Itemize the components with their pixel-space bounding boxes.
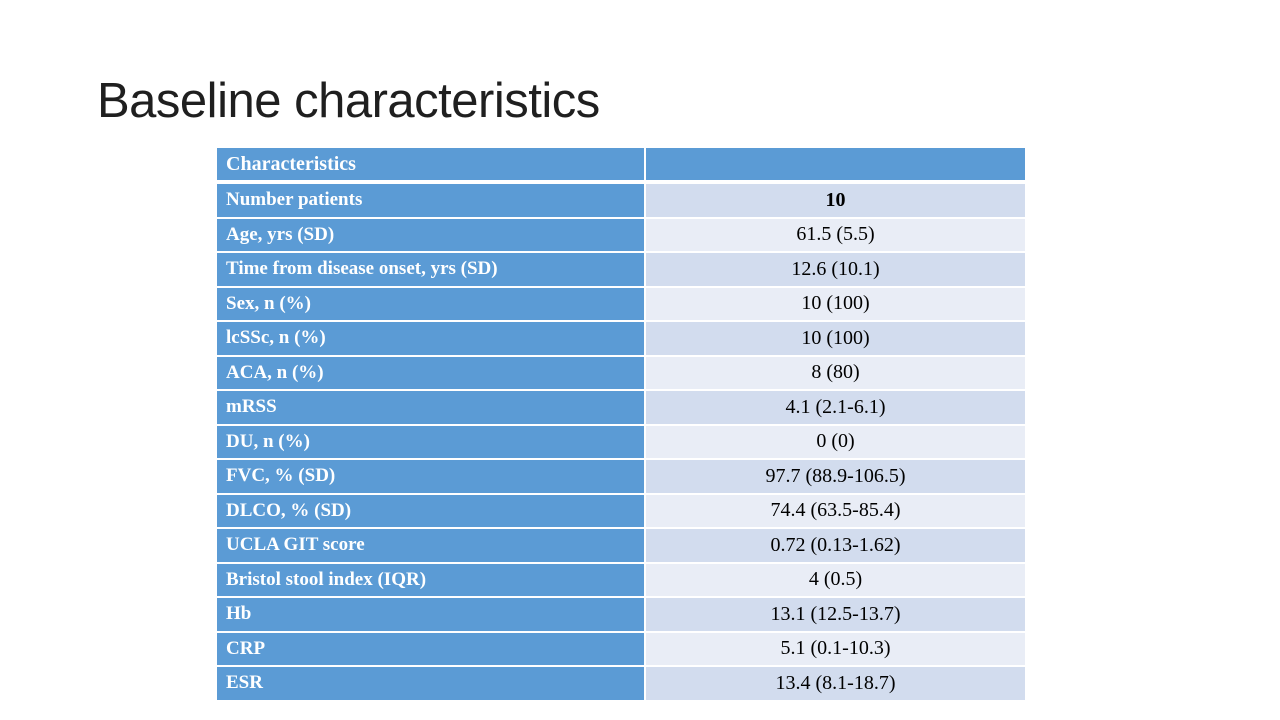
table-row: ACA, n (%) 8 (80) <box>217 355 1025 391</box>
row-value-cell: 4 (0.5) <box>644 562 1025 598</box>
row-label-cell: lcSSc, n (%) <box>217 321 645 357</box>
row-label-cell: mRSS <box>217 390 645 426</box>
table-row: FVC, % (SD) 97.7 (88.9-106.5) <box>217 459 1025 495</box>
row-value-cell: 97.7 (88.9-106.5) <box>644 459 1025 495</box>
row-label-cell: Bristol stool index (IQR) <box>217 562 645 598</box>
row-label-cell: DLCO, % (SD) <box>217 493 645 529</box>
table-row: Age, yrs (SD) 61.5 (5.5) <box>217 217 1025 253</box>
row-value-cell: 8 (80) <box>644 355 1025 391</box>
header-value-cell <box>644 148 1025 184</box>
row-label-cell: CRP <box>217 631 645 667</box>
row-label-cell: Time from disease onset, yrs (SD) <box>217 252 645 288</box>
table-row: Sex, n (%) 10 (100) <box>217 286 1025 322</box>
row-value-cell: 4.1 (2.1-6.1) <box>644 390 1025 426</box>
row-label-cell: Number patients <box>217 182 645 219</box>
table-row: Hb 13.1 (12.5-13.7) <box>217 597 1025 633</box>
row-label-cell: Sex, n (%) <box>217 286 645 322</box>
table-row: Number patients 10 <box>217 182 1025 219</box>
table-row: ESR 13.4 (8.1-18.7) <box>217 666 1025 702</box>
row-label-cell: ESR <box>217 666 645 702</box>
table-row: mRSS 4.1 (2.1-6.1) <box>217 390 1025 426</box>
header-label-cell: Characteristics <box>217 148 645 184</box>
table-row: Bristol stool index (IQR) 4 (0.5) <box>217 562 1025 598</box>
row-value-cell: 10 (100) <box>644 286 1025 322</box>
row-value-cell: 61.5 (5.5) <box>644 217 1025 253</box>
table-body: Number patients 10 Age, yrs (SD) 61.5 (5.5)… <box>217 182 1025 702</box>
row-value-cell: 13.4 (8.1-18.7) <box>644 666 1025 702</box>
row-label-cell: ACA, n (%) <box>217 355 645 391</box>
characteristics-table: Characteristics Number patients 10 Age, yr… <box>217 148 1025 702</box>
row-label-cell: FVC, % (SD) <box>217 459 645 495</box>
row-value-cell: 10 <box>644 182 1025 219</box>
table-row: UCLA GIT score 0.72 (0.13-1.62) <box>217 528 1025 564</box>
row-label-cell: DU, n (%) <box>217 424 645 460</box>
slide-title: Baseline characteristics <box>97 74 600 128</box>
row-value-cell: 12.6 (10.1) <box>644 252 1025 288</box>
table-row: DU, n (%) 0 (0) <box>217 424 1025 460</box>
table-row: Time from disease onset, yrs (SD) 12.6 (1… <box>217 252 1025 288</box>
row-value-cell: 74.4 (63.5-85.4) <box>644 493 1025 529</box>
table-row: DLCO, % (SD) 74.4 (63.5-85.4) <box>217 493 1025 529</box>
table-row: CRP 5.1 (0.1-10.3) <box>217 631 1025 667</box>
row-value-cell: 0.72 (0.13-1.62) <box>644 528 1025 564</box>
row-value-cell: 0 (0) <box>644 424 1025 460</box>
row-label-cell: Hb <box>217 597 645 633</box>
row-label-cell: Age, yrs (SD) <box>217 217 645 253</box>
table-row: lcSSc, n (%) 10 (100) <box>217 321 1025 357</box>
row-label-cell: UCLA GIT score <box>217 528 645 564</box>
row-value-cell: 5.1 (0.1-10.3) <box>644 631 1025 667</box>
table-header-row: Characteristics <box>217 148 1025 184</box>
row-value-cell: 10 (100) <box>644 321 1025 357</box>
row-value-cell: 13.1 (12.5-13.7) <box>644 597 1025 633</box>
